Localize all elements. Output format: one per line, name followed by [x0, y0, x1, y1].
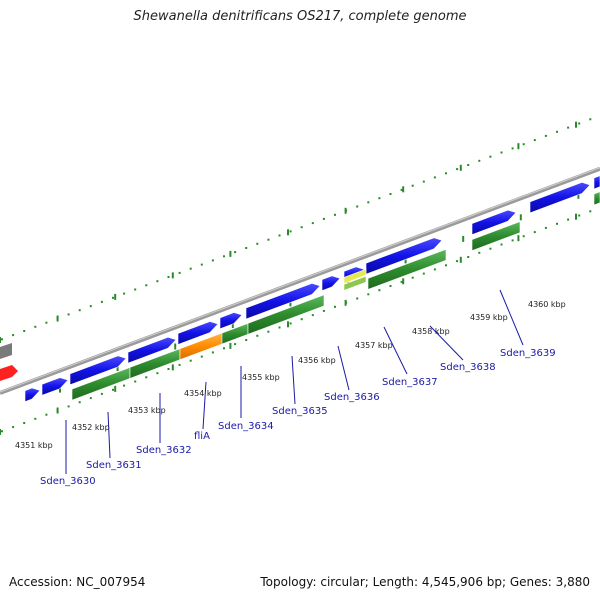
kbp-label: 4354 kbp	[184, 389, 222, 398]
leader-line	[202, 381, 207, 430]
edge-gene-red[interactable]	[0, 365, 18, 381]
leader-line	[383, 326, 408, 375]
gene-name-label[interactable]: Sden_3634	[218, 421, 274, 432]
gene-label-group[interactable]: Sden_3634	[218, 366, 274, 432]
rna-feature-2[interactable]	[343, 275, 367, 291]
forward-gene-1[interactable]	[24, 387, 41, 403]
gene-label-group[interactable]: Sden_3638	[429, 325, 496, 373]
reverse-gene-4[interactable]	[247, 294, 325, 335]
gene-label-group[interactable]: Sden_3639	[499, 289, 556, 359]
gene-name-label[interactable]: fliA	[194, 431, 210, 442]
kbp-label: 4351 kbp	[15, 441, 53, 450]
kbp-label: 4352 kbp	[72, 423, 110, 432]
kbp-label: 4358 kbp	[412, 327, 450, 336]
forward-gene-11[interactable]	[471, 209, 517, 236]
forward-gene-2[interactable]	[41, 377, 69, 396]
gene-label-group[interactable]: Sden_3632	[136, 393, 192, 456]
map-title: Shewanella denitrificans OS217, complete…	[133, 9, 467, 24]
leader-line	[337, 345, 350, 391]
reverse-gene-5[interactable]	[367, 248, 447, 290]
tick-rows	[0, 118, 592, 435]
gene-label-group[interactable]: Sden_3637	[382, 326, 438, 388]
gene-name-label[interactable]: Sden_3630	[40, 476, 96, 487]
rna-feature-1[interactable]	[343, 268, 367, 284]
gene-name-label[interactable]: Sden_3639	[500, 348, 556, 359]
forward-gene-6[interactable]	[219, 312, 243, 330]
kbp-label: 4355 kbp	[242, 373, 280, 382]
gene-tracks[interactable]	[0, 175, 600, 403]
kbp-label: 4359 kbp	[470, 313, 508, 322]
leader-line	[499, 289, 524, 346]
gene-label-group[interactable]: Sden_3635	[272, 355, 328, 417]
kbp-label: 4360 kbp	[528, 300, 566, 309]
forward-gene-4[interactable]	[127, 336, 177, 364]
gene-label-group[interactable]: fliA	[194, 381, 210, 442]
gene-label-group[interactable]: Sden_3636	[324, 345, 380, 403]
gene-name-label[interactable]: Sden_3631	[86, 460, 142, 471]
gene-name-label[interactable]: Sden_3637	[382, 377, 438, 388]
gene-label-group[interactable]: Sden_3631	[86, 411, 142, 471]
kbp-label: 4357 kbp	[355, 341, 393, 350]
lower-tick-row	[0, 210, 592, 435]
forward-gene-7[interactable]	[245, 283, 321, 320]
kbp-label: 4356 kbp	[298, 356, 336, 365]
genome-summary-text: Topology: circular; Length: 4,545,906 bp…	[260, 575, 590, 589]
reverse-gene-6[interactable]	[471, 221, 521, 252]
leader-line	[429, 325, 464, 361]
gene-name-label[interactable]: Sden_3635	[272, 406, 328, 417]
forward-gene-12[interactable]	[529, 182, 591, 214]
forward-gene-5[interactable]	[177, 321, 219, 345]
leader-line	[291, 355, 296, 405]
fliA-gene[interactable]	[179, 332, 223, 361]
kbp-labels: 4351 kbp 4352 kbp 4353 kbp 4354 kbp 4355 kbp…	[15, 300, 566, 450]
gene-name-label[interactable]: Sden_3638	[440, 362, 496, 373]
gene-name-label[interactable]: Sden_3636	[324, 392, 380, 403]
leader-line	[107, 411, 111, 459]
accession-text: Accession: NC_007954	[9, 575, 146, 589]
genome-backbone	[0, 166, 600, 395]
upper-tick-row	[0, 118, 592, 343]
reverse-gene-7[interactable]	[593, 191, 600, 206]
forward-gene-13[interactable]	[593, 175, 600, 190]
edge-gene-grey[interactable]	[0, 343, 12, 359]
gene-name-label[interactable]: Sden_3632	[136, 445, 192, 456]
kbp-label: 4353 kbp	[128, 406, 166, 415]
forward-gene-8[interactable]	[321, 275, 341, 292]
backbone-line	[0, 166, 600, 395]
gene-label-group[interactable]: Sden_3630	[40, 420, 96, 487]
forward-gene-3[interactable]	[69, 355, 127, 386]
